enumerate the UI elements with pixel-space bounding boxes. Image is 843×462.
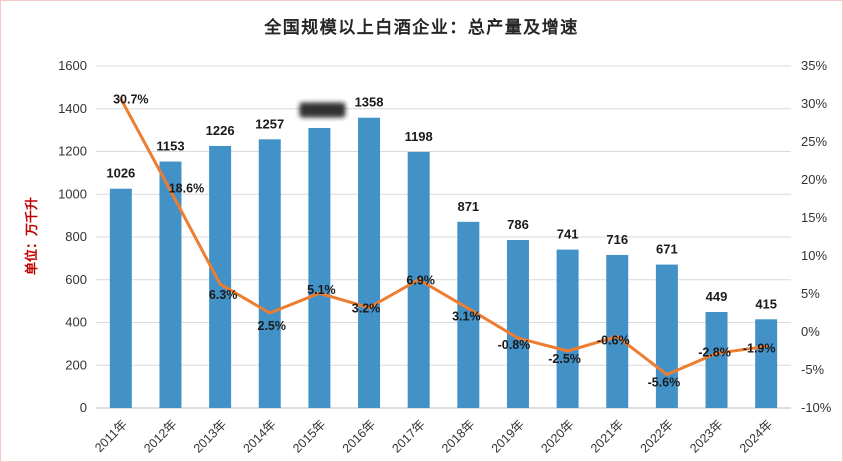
- line-value-label: 30.7%: [113, 93, 148, 107]
- left-axis-tick: 800: [65, 229, 87, 244]
- bar-value-label: 786: [507, 217, 529, 232]
- bar-value-label: 741: [557, 227, 579, 242]
- bar: [209, 145, 232, 408]
- right-axis-tick: 35%: [801, 58, 827, 73]
- x-axis-label: 2023年: [687, 417, 725, 455]
- bar-value-label: 671: [656, 242, 678, 257]
- bar: [606, 254, 629, 408]
- line-value-label: 18.6%: [169, 182, 204, 196]
- right-axis-tick: 5%: [801, 286, 820, 301]
- bar: [358, 117, 381, 408]
- left-axis-tick: 1200: [58, 144, 87, 159]
- x-axis-label: 2019年: [489, 417, 527, 455]
- bar: [258, 139, 281, 408]
- x-axis-label: 2014年: [240, 417, 278, 455]
- x-axis-label: 2013年: [191, 417, 229, 455]
- x-axis-label: 2011年: [92, 417, 130, 455]
- bar-value-label: 449: [706, 289, 728, 304]
- right-axis-tick: 25%: [801, 134, 827, 149]
- bar-value-label: 1226: [206, 123, 235, 138]
- growth-line: [119, 97, 768, 377]
- right-axis-tick: 15%: [801, 210, 827, 225]
- bar-value-label: 415: [755, 296, 777, 311]
- right-axis-tick: 30%: [801, 96, 827, 111]
- x-axis-label: 2015年: [290, 417, 328, 455]
- line-value-label: 2.5%: [258, 319, 287, 333]
- line-value-label: 5.1%: [307, 283, 336, 297]
- bar: [506, 239, 529, 408]
- bar: [556, 249, 579, 408]
- x-axis-label: 2021年: [588, 417, 626, 455]
- right-axis-tick: 20%: [801, 172, 827, 187]
- line-value-label: -1.9%: [743, 341, 776, 355]
- left-axis-tick: 1600: [58, 58, 87, 73]
- left-axis-tick: 200: [65, 357, 87, 372]
- x-axis-label: 2022年: [638, 417, 676, 455]
- x-axis-label: 2024年: [737, 417, 775, 455]
- chart-title: 全国规模以上白酒企业：总产量及增速: [264, 18, 579, 37]
- line-value-label: 6.9%: [406, 274, 435, 288]
- line-value-label: -0.8%: [498, 338, 531, 352]
- bar-value-label: 1153: [156, 139, 184, 154]
- left-axis-tick: 0: [80, 400, 87, 415]
- left-axis-tick: 600: [65, 272, 87, 287]
- right-axis-tick: 10%: [801, 248, 827, 263]
- right-axis-tick: 0%: [801, 324, 820, 339]
- right-axis-tick: -10%: [801, 400, 832, 415]
- line-value-label: 6.3%: [209, 288, 238, 302]
- bar-value-label: 871: [457, 199, 479, 214]
- left-axis-tick: 1000: [58, 186, 87, 201]
- bar: [159, 161, 182, 408]
- bar: [755, 319, 778, 408]
- bar: [308, 127, 331, 409]
- x-axis-label: 2016年: [340, 417, 378, 455]
- bar-value-label: 1358: [355, 95, 384, 110]
- bar-value-label: 1026: [106, 166, 135, 181]
- bar-value-label: 1198: [405, 129, 433, 144]
- line-value-label: -5.6%: [648, 376, 681, 390]
- left-axis-tick: 400: [65, 315, 87, 330]
- x-axis-label: 2017年: [389, 417, 427, 455]
- line-value-label: -0.6%: [597, 334, 630, 348]
- line-value-label: -2.8%: [698, 345, 731, 359]
- obscured-label-smudge: [299, 102, 346, 118]
- x-axis-label: 2012年: [141, 417, 179, 455]
- bar-value-label: 1257: [255, 116, 284, 131]
- right-axis-tick: -5%: [801, 362, 825, 377]
- x-axis-label: 2020年: [538, 417, 576, 455]
- x-axis-label: 2018年: [439, 417, 477, 455]
- line-value-label: 3.2%: [352, 302, 381, 316]
- bar: [109, 188, 132, 408]
- bar-value-label: 716: [606, 232, 628, 247]
- bar: [705, 312, 728, 408]
- bar: [457, 221, 480, 408]
- line-value-label: -2.5%: [548, 352, 581, 366]
- line-value-label: 3.1%: [452, 309, 481, 323]
- left-axis-tick: 1400: [58, 101, 87, 116]
